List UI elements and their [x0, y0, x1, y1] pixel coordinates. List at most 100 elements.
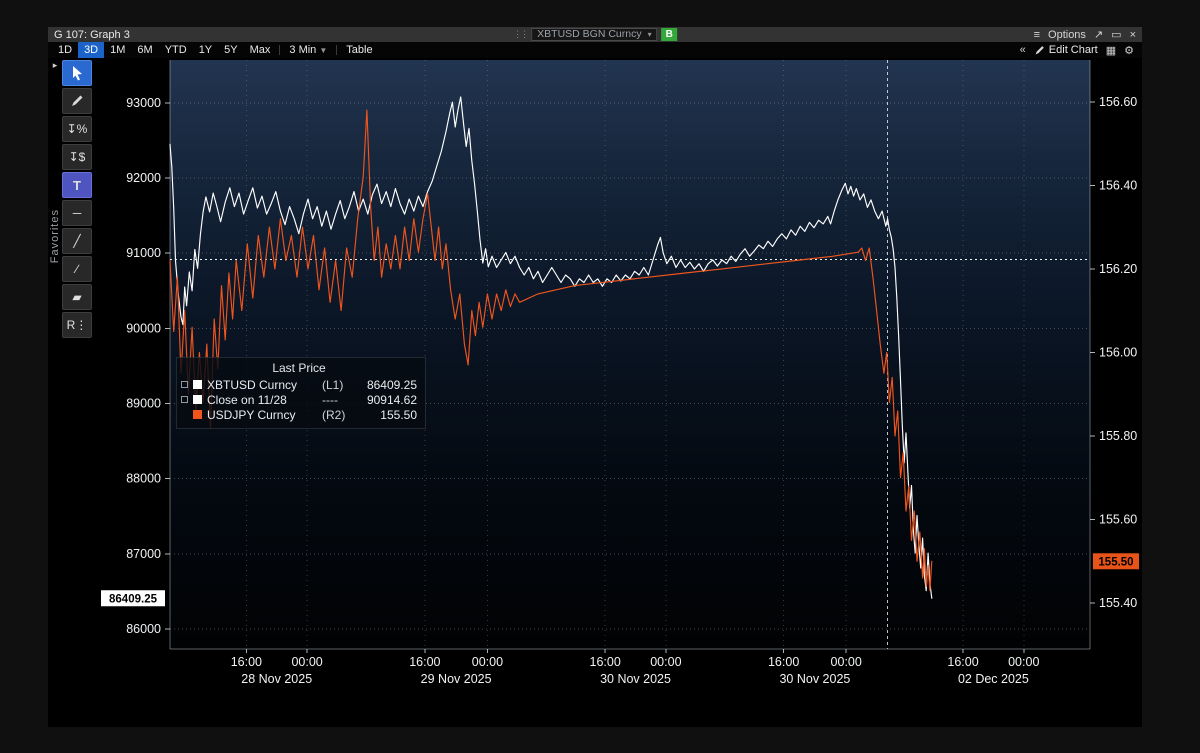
left-axis-label: 92000	[126, 171, 161, 185]
time-label: 16:00	[947, 655, 978, 669]
regression-icon: R⋮	[66, 318, 88, 332]
legend-drag-handle[interactable]	[181, 396, 188, 403]
series-label: XBTUSD Curncy	[207, 377, 298, 392]
extended-trendline-tool[interactable]: ∕	[62, 256, 92, 282]
time-label: 16:00	[231, 655, 262, 669]
chart-legend[interactable]: Last Price XBTUSD Curncy (L1) 86409.25 C…	[176, 357, 426, 429]
chart-settings-icon[interactable]: ▦	[1105, 44, 1117, 57]
interval-select[interactable]: 3 Min ▼	[283, 42, 333, 58]
time-label: 16:00	[409, 655, 440, 669]
price-chart[interactable]: 93000 92000 91000 90000 89000 88000 87000 86000…	[48, 58, 1142, 727]
time-label: 00:00	[472, 655, 503, 669]
text-tool-icon: T	[73, 177, 81, 193]
range-tab-1d[interactable]: 1D	[58, 44, 73, 56]
date-label: 29 Nov 2025	[421, 672, 492, 686]
dash-style-sample: ----	[322, 392, 338, 407]
series-swatch	[193, 380, 202, 389]
range-tab-1y[interactable]: 1Y	[198, 44, 213, 56]
legend-row-close[interactable]: Close on 11/28 ---- 90914.62	[181, 392, 417, 407]
plot-background	[170, 60, 1090, 649]
last-price-marker	[1093, 553, 1139, 570]
range-tab-3d[interactable]: 3D	[78, 42, 105, 58]
left-axis-label: 88000	[126, 472, 161, 486]
left-axis-label: 91000	[126, 246, 161, 260]
legend-row-usdjpy[interactable]: USDJPY Curncy (R2) 155.50	[181, 407, 417, 422]
time-label: 00:00	[831, 655, 862, 669]
left-axis-label: 86000	[126, 622, 161, 636]
right-axis-label: 156.60	[1099, 95, 1137, 109]
pointer-icon	[72, 66, 82, 81]
last-price-marker	[101, 590, 165, 607]
horizontal-line-tool[interactable]: ─	[62, 200, 92, 226]
maximize-icon[interactable]: ▭	[1111, 29, 1122, 41]
series-swatch	[193, 410, 202, 419]
bloomberg-chart-window: G 107: Graph 3 ⋮⋮ XBTUSD BGN Curncy ▾ B …	[48, 27, 1142, 727]
titlebar-center: ⋮⋮ XBTUSD BGN Curncy ▾ B	[513, 28, 677, 41]
price-retracement-tool[interactable]: ↧$	[62, 144, 92, 170]
right-axis-label: 156.00	[1099, 345, 1137, 359]
drag-grip-icon[interactable]: ⋮⋮	[513, 29, 529, 39]
right-axis-label: 155.60	[1099, 513, 1137, 527]
channel-icon: ▰	[72, 290, 82, 304]
time-label: 00:00	[1008, 655, 1039, 669]
time-label: 00:00	[291, 655, 322, 669]
gear-icon[interactable]: ⚙	[1124, 44, 1134, 57]
interval-label: 3 Min	[289, 44, 317, 56]
titlebar-controls: ≡ Options ↗ ▭ ×	[1033, 28, 1136, 42]
legend-row-xbtusd[interactable]: XBTUSD Curncy (L1) 86409.25	[181, 377, 417, 392]
edit-chart-button[interactable]: Edit Chart	[1030, 44, 1102, 56]
last-price-marker-label: 155.50	[1098, 556, 1133, 568]
legend-drag-handle[interactable]	[181, 381, 188, 388]
right-axis-label: 156.20	[1099, 262, 1137, 276]
range-tab-6m[interactable]: 6M	[137, 44, 153, 56]
drawing-toolbar: ↧% ↧$ T ─ ╱ ∕ ▰ R⋮	[62, 60, 92, 338]
cursor-tool[interactable]	[62, 60, 92, 86]
series-value: 86409.25	[366, 377, 417, 392]
security-name: XBTUSD BGN Curncy	[537, 28, 642, 40]
percent-retracement-tool[interactable]: ↧%	[62, 116, 92, 142]
right-axis-label: 156.40	[1099, 178, 1137, 192]
range-tab-5y[interactable]: 5Y	[224, 44, 238, 56]
range-tab-max[interactable]: Max	[249, 44, 271, 56]
date-label: 28 Nov 2025	[241, 672, 312, 686]
series-label: USDJPY Curncy	[207, 407, 296, 422]
extended-trendline-icon: ∕	[75, 262, 78, 276]
left-axis-label: 90000	[126, 321, 161, 335]
trendline-tool[interactable]: ╱	[62, 228, 92, 254]
options-button[interactable]: Options	[1048, 28, 1086, 41]
table-button[interactable]: Table	[346, 44, 373, 56]
series-line-1	[169, 109, 933, 592]
right-axis-label: 155.80	[1099, 429, 1137, 443]
pencil-icon	[1035, 45, 1044, 54]
window-title: G 107: Graph 3	[54, 28, 130, 41]
menu-icon[interactable]: ≡	[1033, 28, 1041, 41]
chevron-down-icon: ▾	[647, 30, 652, 39]
date-label: 02 Dec 2025	[958, 672, 1029, 686]
regression-tool[interactable]: R⋮	[62, 312, 92, 338]
window-titlebar: G 107: Graph 3 ⋮⋮ XBTUSD BGN Curncy ▾ B …	[48, 27, 1142, 42]
pencil-tool[interactable]	[62, 88, 92, 114]
series-swatch	[193, 395, 202, 404]
chart-content: 93000 92000 91000 90000 89000 88000 87000 86000…	[48, 58, 1142, 727]
text-annotation-tool[interactable]: T	[62, 172, 92, 198]
series-value: 155.50	[380, 407, 417, 422]
date-label: 30 Nov 2025	[600, 672, 671, 686]
collapse-panel-icon[interactable]: «	[1019, 44, 1026, 56]
toolbar-divider	[279, 45, 281, 55]
time-label: 16:00	[590, 655, 621, 669]
time-label: 16:00	[768, 655, 799, 669]
series-axis-tag: (L1)	[322, 377, 344, 392]
favorites-panel: ▸ Favorites	[48, 58, 62, 488]
left-axis-label: 89000	[126, 397, 161, 411]
range-tab-1m[interactable]: 1M	[110, 44, 126, 56]
range-tab-ytd[interactable]: YTD	[164, 44, 187, 56]
favorites-collapse-icon[interactable]: ▸	[52, 60, 58, 70]
pencil-icon	[72, 95, 83, 106]
series-line-0	[169, 96, 933, 599]
channel-tool[interactable]: ▰	[62, 284, 92, 310]
security-selector[interactable]: XBTUSD BGN Curncy ▾	[531, 28, 658, 41]
popout-icon[interactable]: ↗	[1093, 29, 1104, 41]
edit-chart-label: Edit Chart	[1048, 44, 1098, 56]
close-icon[interactable]: ×	[1129, 28, 1136, 41]
